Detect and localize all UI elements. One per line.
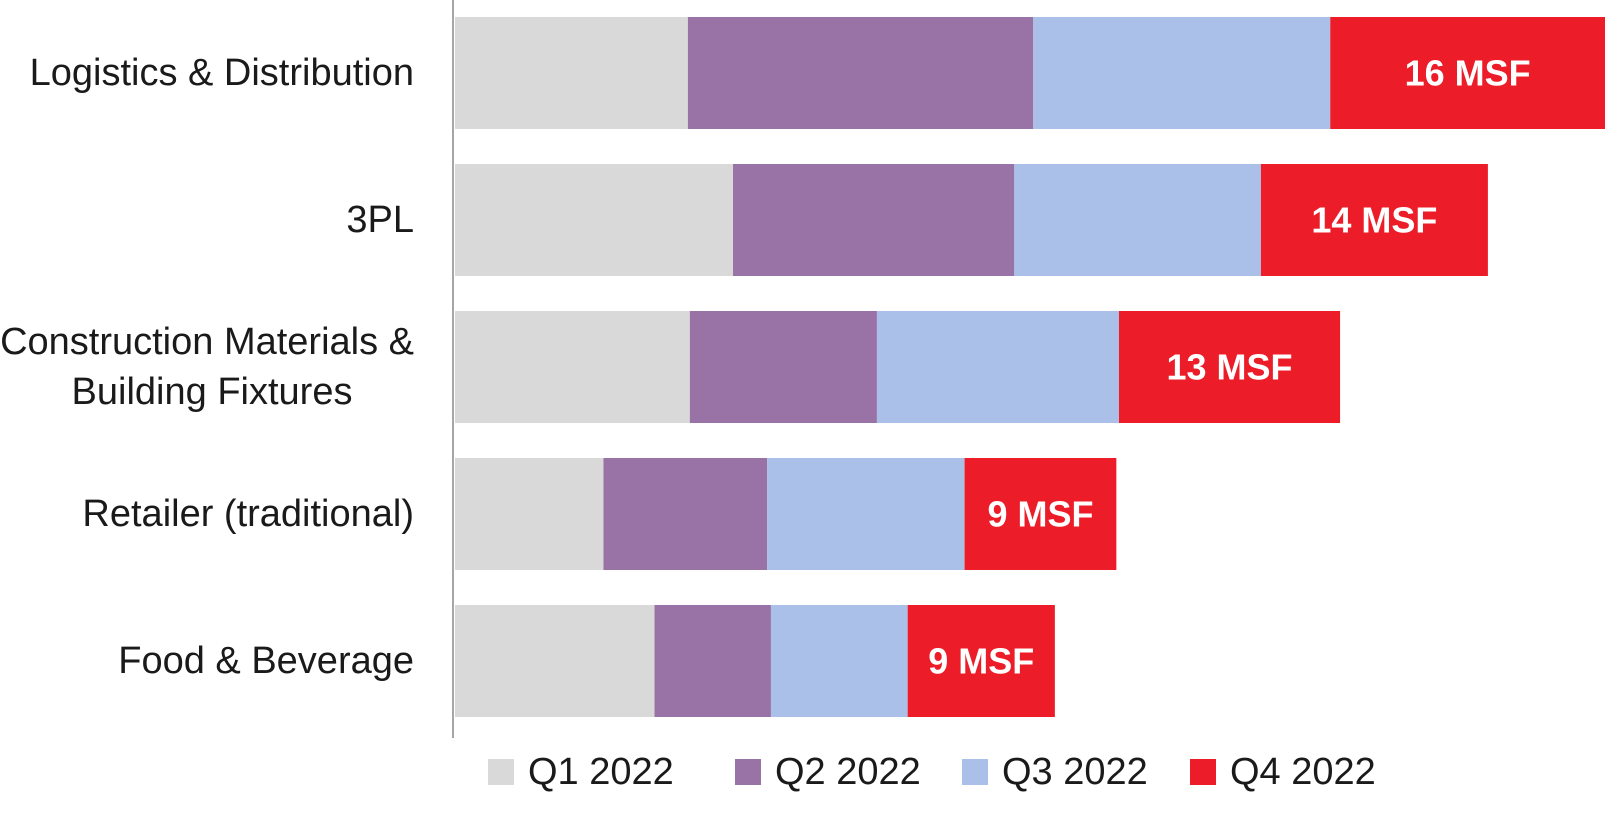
bar-segment-q4-2022 [1260, 164, 1488, 276]
legend-label: Q3 2022 [1002, 751, 1148, 793]
legend-swatch [962, 759, 988, 785]
bar-segment-q2-2022 [733, 164, 1015, 276]
bar-segment-q1-2022 [455, 164, 734, 276]
bar-segment-q3-2022 [1033, 17, 1331, 129]
category-label: Retailer (traditional) [82, 493, 414, 535]
bar-segment-q2-2022 [689, 311, 877, 423]
bar-total-label: 13 MSF [1166, 347, 1292, 388]
bar-segment-q4-2022 [907, 605, 1055, 717]
category-labels: Logistics & Distribution 3PL Construction … [0, 52, 414, 682]
bar-segment-q2-2022 [603, 458, 768, 570]
category-label: 3PL [346, 199, 414, 241]
bar-segment-q4-2022 [1330, 17, 1605, 129]
bar-segment-q3-2022 [770, 605, 908, 717]
bar-segment-q2-2022 [687, 17, 1034, 129]
category-label: Food & Beverage [118, 640, 414, 682]
bar-segment-q3-2022 [876, 311, 1119, 423]
bar-total-label: 16 MSF [1405, 53, 1531, 94]
category-label: Logistics & Distribution [30, 52, 414, 94]
category-label: Construction Materials & [0, 321, 414, 363]
bar-total-label: 14 MSF [1311, 200, 1437, 241]
bar-segment-q4-2022 [964, 458, 1117, 570]
category-label: Building Fixtures [72, 371, 353, 413]
legend: Q1 2022 Q2 2022 Q3 2022 Q4 2022 [488, 751, 1376, 793]
legend-label: Q4 2022 [1230, 751, 1376, 793]
bar-total-label: 9 MSF [928, 641, 1034, 682]
legend-label: Q2 2022 [775, 751, 921, 793]
legend-swatch [1190, 759, 1216, 785]
legend-swatch [735, 759, 761, 785]
bar-segment-q1-2022 [455, 311, 690, 423]
bar-segment-q3-2022 [767, 458, 965, 570]
bar-segment-q1-2022 [455, 458, 604, 570]
bar-total-label: 9 MSF [987, 494, 1093, 535]
bar-segment-q1-2022 [455, 17, 688, 129]
bar-segment-q4-2022 [1118, 311, 1341, 423]
bar-segment-q3-2022 [1014, 164, 1261, 276]
data-labels: 16 MSF 14 MSF 13 MSF 9 MSF 9 MSF [928, 53, 1530, 682]
bar-segment-q2-2022 [654, 605, 771, 717]
legend-label: Q1 2022 [528, 751, 674, 793]
bar-segment-q1-2022 [455, 605, 655, 717]
legend-swatch [488, 759, 514, 785]
bars-layer [455, 17, 1605, 717]
